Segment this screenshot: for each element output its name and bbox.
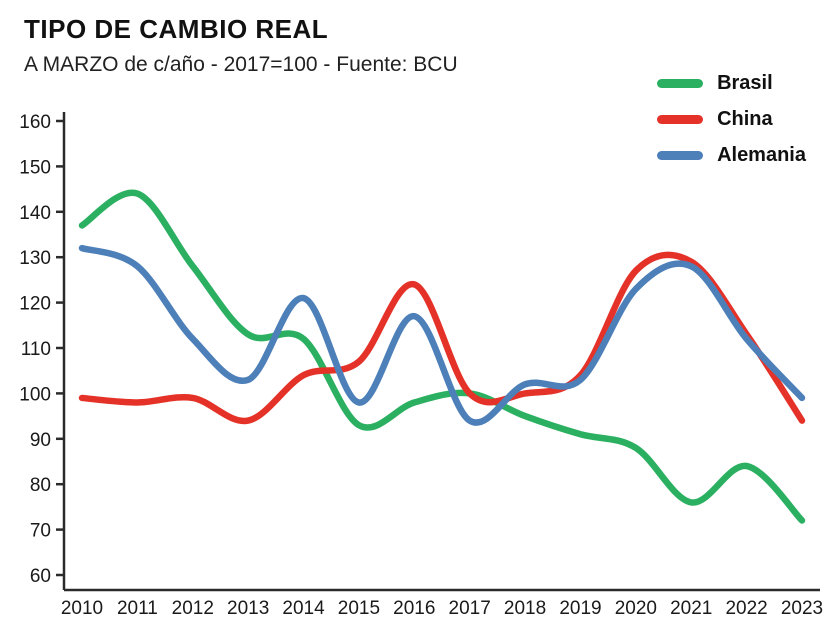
x-tick-label: 2022 [725,598,767,619]
x-tick-label: 2023 [781,598,823,619]
x-tick-label: 2010 [61,598,103,619]
x-tick-label: 2018 [504,598,546,619]
y-tick-label: 90 [30,430,51,451]
legend-label-brasil: Brasil [717,72,773,94]
x-tick-label: 2015 [338,598,380,619]
legend-swatch-alemania [657,151,704,160]
x-tick-label: 2016 [393,598,435,619]
x-tick-label: 2013 [227,598,269,619]
y-tick-label: 120 [19,294,51,315]
series-line-china [78,251,806,425]
y-tick-label: 110 [21,339,51,360]
y-tick-label: 70 [30,521,51,542]
chart-title: TIPO DE CAMBIO REAL [24,14,329,44]
x-tick-label: 2012 [172,598,214,619]
y-tick-label: 80 [30,475,51,496]
x-tick-label: 2019 [559,598,601,619]
legend-item-china: China [657,108,806,131]
chart-subtitle: A MARZO de c/año - 2017=100 - Fuente: BC… [24,53,458,76]
legend-swatch-brasil [657,79,704,88]
legend-swatch-china [657,115,704,124]
y-tick-label: 130 [19,248,51,269]
x-tick-label: 2021 [670,598,712,619]
series-line-alemania [78,244,806,426]
y-tick-label: 140 [19,203,51,224]
legend: Brasil China Alemania [657,72,806,167]
x-tick-label: 2020 [615,598,657,619]
chart-header: TIPO DE CAMBIO REAL A MARZO de c/año - 2… [24,14,458,77]
y-tick-label: 100 [19,384,51,405]
legend-label-alemania: Alemania [717,144,806,166]
x-tick-label: 2014 [282,598,325,619]
y-tick-label: 160 [19,112,51,133]
series-line-brasil [78,189,806,524]
x-tick-label: 2011 [117,598,158,619]
y-tick-label: 150 [19,157,51,178]
legend-label-china: China [717,108,773,130]
legend-item-brasil: Brasil [657,72,806,95]
x-tick-label: 2017 [449,598,491,619]
legend-item-alemania: Alemania [657,144,806,167]
y-tick-label: 60 [30,566,51,587]
